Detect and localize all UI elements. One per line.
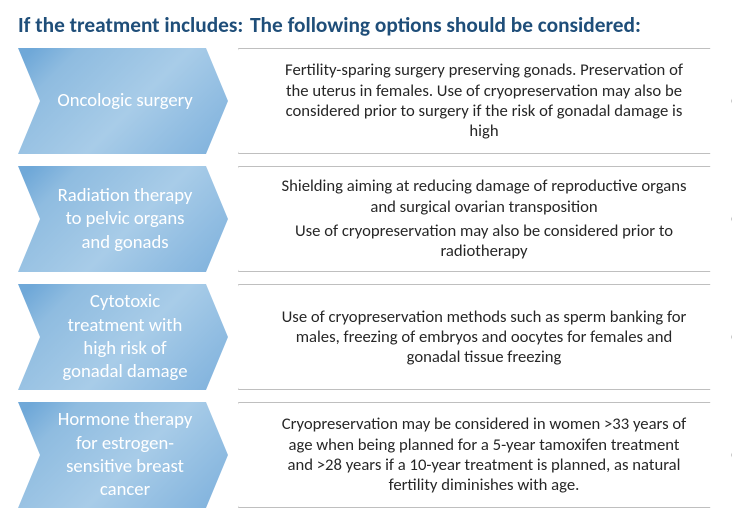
option-chevron: Use of cryopreservation methods such as … — [238, 284, 732, 390]
rows-container: Oncologic surgery Fertility-sparing surge… — [18, 48, 732, 508]
option-paragraph: Use of cryopreservation methods such as … — [275, 307, 693, 368]
header-left: If the treatment includes: — [18, 12, 250, 38]
option-chevron: Shielding aiming at reducing damage of r… — [238, 166, 732, 272]
treatment-chevron: Cytotoxic treatment with high risk of go… — [18, 284, 228, 390]
option-text: Cryopreservation may be considered in wo… — [238, 402, 732, 508]
option-paragraph: Cryopreservation may be considered in wo… — [275, 414, 693, 495]
option-paragraph: Use of cryopreservation may also be cons… — [275, 221, 693, 262]
option-paragraph: Shielding aiming at reducing damage of r… — [275, 176, 693, 217]
option-text: Fertility-sparing surgery preserving gon… — [238, 48, 732, 154]
option-chevron: Fertility-sparing surgery preserving gon… — [238, 48, 732, 154]
treatment-row: Radiation therapy to pelvic organs and g… — [18, 166, 732, 272]
treatment-label: Cytotoxic treatment with high risk of go… — [18, 284, 228, 390]
option-text: Use of cryopreservation methods such as … — [238, 284, 732, 390]
treatment-row: Hormone therapy for estrogen-sensitive b… — [18, 402, 732, 508]
option-text: Shielding aiming at reducing damage of r… — [238, 166, 732, 272]
option-chevron: Cryopreservation may be considered in wo… — [238, 402, 732, 508]
treatment-label: Radiation therapy to pelvic organs and g… — [18, 166, 228, 272]
treatment-row: Oncologic surgery Fertility-sparing surge… — [18, 48, 732, 154]
treatment-row: Cytotoxic treatment with high risk of go… — [18, 284, 732, 390]
header-row: If the treatment includes: The following… — [18, 12, 732, 38]
treatment-chevron: Radiation therapy to pelvic organs and g… — [18, 166, 228, 272]
treatment-label: Hormone therapy for estrogen-sensitive b… — [18, 402, 228, 508]
treatment-chevron: Hormone therapy for estrogen-sensitive b… — [18, 402, 228, 508]
treatment-label: Oncologic surgery — [18, 48, 228, 154]
treatment-chevron: Oncologic surgery — [18, 48, 228, 154]
option-paragraph: Fertility-sparing surgery preserving gon… — [275, 60, 693, 141]
header-right: The following options should be consider… — [250, 12, 641, 38]
